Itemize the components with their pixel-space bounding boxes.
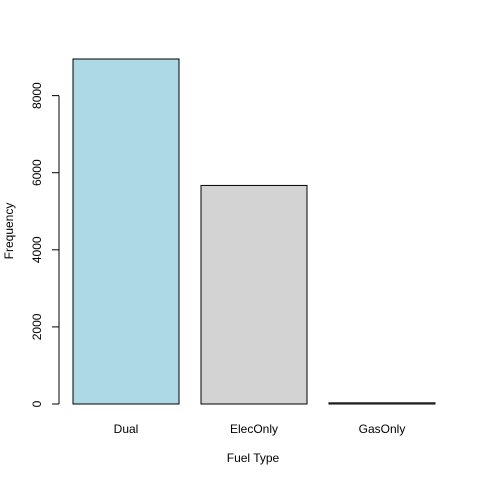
y-tick-label: 0 [30, 400, 44, 407]
y-axis: 0 2000 4000 6000 8000 [30, 82, 60, 407]
y-axis-label: Frequency [2, 203, 16, 260]
bar-eleconly [200, 184, 308, 405]
y-tick-label: 8000 [30, 82, 44, 109]
bar-dual [72, 58, 180, 405]
bar-gasonly [328, 402, 436, 405]
x-tick-label: GasOnly [359, 422, 406, 436]
y-tick-label: 2000 [30, 313, 44, 340]
x-tick-label: Dual [114, 422, 139, 436]
x-tick-label: ElecOnly [230, 422, 278, 436]
x-axis-label: Fuel Type [227, 451, 280, 465]
x-tick-labels: Dual ElecOnly GasOnly [114, 422, 406, 436]
y-tick-label: 4000 [30, 236, 44, 263]
bars [72, 58, 436, 405]
y-tick-label: 6000 [30, 159, 44, 186]
